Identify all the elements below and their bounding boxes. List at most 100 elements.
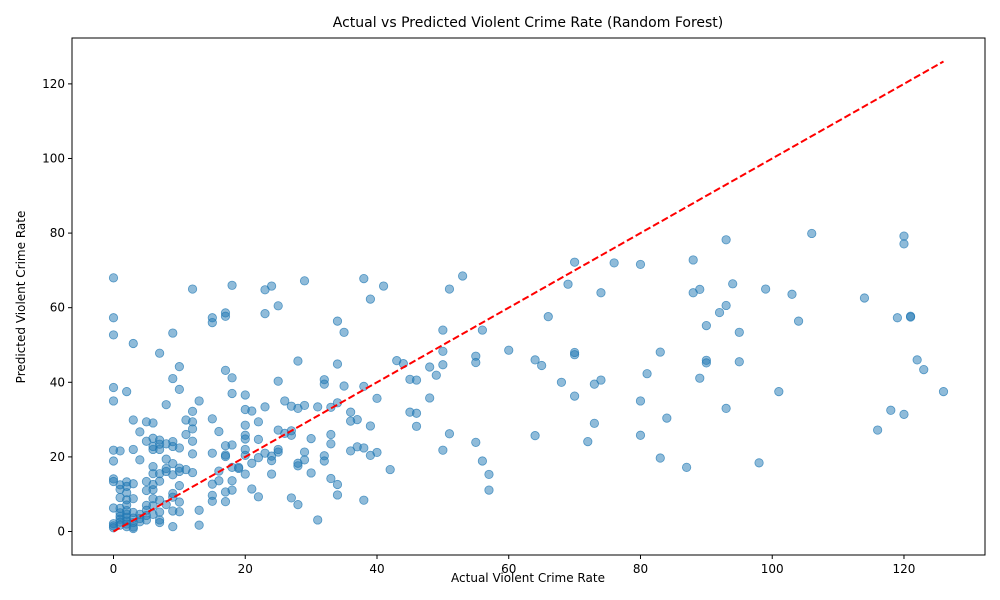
data-point <box>411 408 422 418</box>
data-point <box>155 517 165 528</box>
data-point <box>240 420 250 430</box>
data-point <box>484 485 494 495</box>
data-point <box>155 476 165 486</box>
data-point <box>266 281 277 291</box>
data-point <box>128 444 138 455</box>
data-point <box>589 418 599 428</box>
data-point <box>438 325 448 335</box>
data-point <box>122 387 132 397</box>
x-tick-label: 120 <box>893 562 916 576</box>
data-point <box>859 293 870 303</box>
data-point <box>293 500 303 510</box>
data-point <box>385 464 395 475</box>
y-tick-label: 60 <box>50 301 65 315</box>
data-point <box>938 387 949 397</box>
data-point <box>701 358 711 368</box>
data-point <box>681 462 692 472</box>
data-point <box>556 377 567 387</box>
data-point <box>365 294 375 304</box>
data-point <box>319 379 329 389</box>
data-point <box>721 300 731 311</box>
data-point <box>596 288 606 298</box>
data-point <box>273 447 283 457</box>
data-point <box>155 444 165 455</box>
data-point <box>484 469 494 480</box>
data-point <box>214 476 224 486</box>
data-point <box>438 360 448 370</box>
x-axis-label: Actual Violent Crime Rate <box>451 571 605 585</box>
data-point <box>438 445 448 455</box>
data-point <box>260 309 270 319</box>
data-point <box>234 463 244 474</box>
data-point <box>108 456 119 466</box>
data-point <box>346 446 356 456</box>
data-point <box>187 424 198 434</box>
data-point <box>326 473 336 484</box>
data-point <box>220 451 231 462</box>
data-point <box>108 273 119 283</box>
data-point <box>372 393 382 403</box>
data-point <box>425 393 435 403</box>
data-point <box>299 276 310 286</box>
data-point <box>155 348 165 358</box>
data-point <box>734 357 744 367</box>
data-point <box>187 436 198 446</box>
y-tick-label: 20 <box>50 450 65 464</box>
data-point <box>148 418 158 428</box>
data-point <box>352 414 362 425</box>
data-point <box>359 381 369 391</box>
data-point <box>161 400 171 410</box>
data-point <box>273 376 283 386</box>
data-point <box>168 522 178 532</box>
data-point <box>187 467 198 478</box>
data-point <box>168 459 178 469</box>
x-tick-label: 20 <box>238 562 253 576</box>
data-point <box>701 320 711 331</box>
data-point <box>570 350 580 360</box>
x-tick-label: 80 <box>633 562 648 576</box>
data-point <box>411 421 422 431</box>
data-point <box>187 406 198 416</box>
data-point <box>128 494 138 504</box>
y-tick-label: 120 <box>42 77 65 91</box>
data-point <box>609 258 619 268</box>
data-point <box>425 362 435 372</box>
data-point <box>174 384 184 394</box>
y-axis-label: Predicted Violent Crime Rate <box>14 211 28 384</box>
data-point <box>108 396 119 406</box>
data-point <box>253 417 264 427</box>
data-point <box>128 415 138 425</box>
data-point <box>372 447 382 458</box>
data-point <box>721 403 731 413</box>
data-point <box>227 476 237 486</box>
data-point <box>266 456 277 466</box>
data-point <box>194 505 204 515</box>
x-tick-label: 60 <box>501 562 516 576</box>
data-point <box>477 325 487 335</box>
data-point <box>787 289 797 299</box>
data-point <box>635 259 646 270</box>
data-point <box>326 429 336 440</box>
data-point <box>299 455 310 465</box>
data-point <box>293 461 303 471</box>
data-point <box>187 284 198 294</box>
data-point <box>919 365 929 375</box>
y-tick-label: 80 <box>50 226 65 240</box>
x-axis-ticks: 0 20 40 60 80 100 120 <box>110 555 916 576</box>
data-point <box>332 316 343 326</box>
data-point <box>174 443 184 453</box>
data-point <box>754 458 764 468</box>
x-tick-label: 0 <box>110 562 118 576</box>
data-point <box>359 273 369 284</box>
data-point <box>359 443 369 453</box>
data-point <box>728 279 738 289</box>
data-point <box>115 446 125 456</box>
chart-title: Actual vs Predicted Violent Crime Rate (… <box>333 15 724 31</box>
data-point <box>543 312 553 322</box>
data-point <box>570 391 580 401</box>
data-point <box>313 402 323 412</box>
data-point <box>899 239 909 249</box>
data-point <box>774 387 784 397</box>
data-point <box>431 370 441 380</box>
data-point <box>194 520 204 530</box>
